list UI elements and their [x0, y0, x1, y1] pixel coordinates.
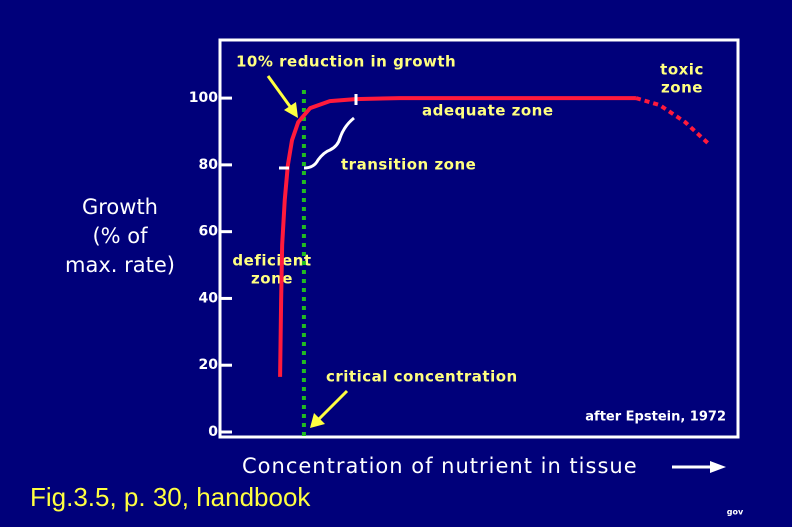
y-tick-label: 100 — [189, 90, 218, 106]
arrow — [316, 389, 349, 422]
arrow — [266, 75, 296, 113]
arrowhead — [284, 102, 298, 118]
brace — [303, 116, 355, 170]
y-tick-label: 0 — [208, 424, 218, 440]
source-note: after Epstein, 1972 — [585, 410, 726, 425]
caption: Fig.3.5, p. 30, handbook — [30, 482, 311, 512]
x-axis-arrowhead — [710, 461, 726, 473]
arrowhead — [310, 413, 325, 428]
plot-frame — [218, 38, 740, 439]
y-axis-label: Growth — [82, 195, 158, 219]
y-tick-label: 60 — [199, 224, 219, 240]
annotation: zone — [251, 270, 293, 288]
y-tick-label: 40 — [199, 290, 219, 306]
y-axis-label: max. rate) — [65, 253, 175, 277]
plot-area: 0 20 40 60 80 100 — [189, 90, 710, 440]
annotation: deficient — [232, 252, 311, 270]
y-tick-label: 20 — [199, 357, 219, 373]
x-axis-label: Concentration of nutrient in tissue — [242, 454, 638, 478]
annotation: critical concentration — [326, 368, 518, 386]
annotation: transition zone — [341, 156, 476, 174]
annotation: zone — [661, 79, 703, 97]
annotation: toxic — [660, 61, 704, 79]
y-tick-label: 80 — [199, 157, 219, 173]
growth-curve — [278, 96, 636, 377]
y-axis-label: (% of — [92, 224, 148, 248]
annotation: 10% reduction in growth — [236, 53, 456, 71]
corner-note: gov — [727, 508, 744, 517]
growth-curve — [635, 96, 710, 145]
annotation: adequate zone — [422, 102, 554, 120]
